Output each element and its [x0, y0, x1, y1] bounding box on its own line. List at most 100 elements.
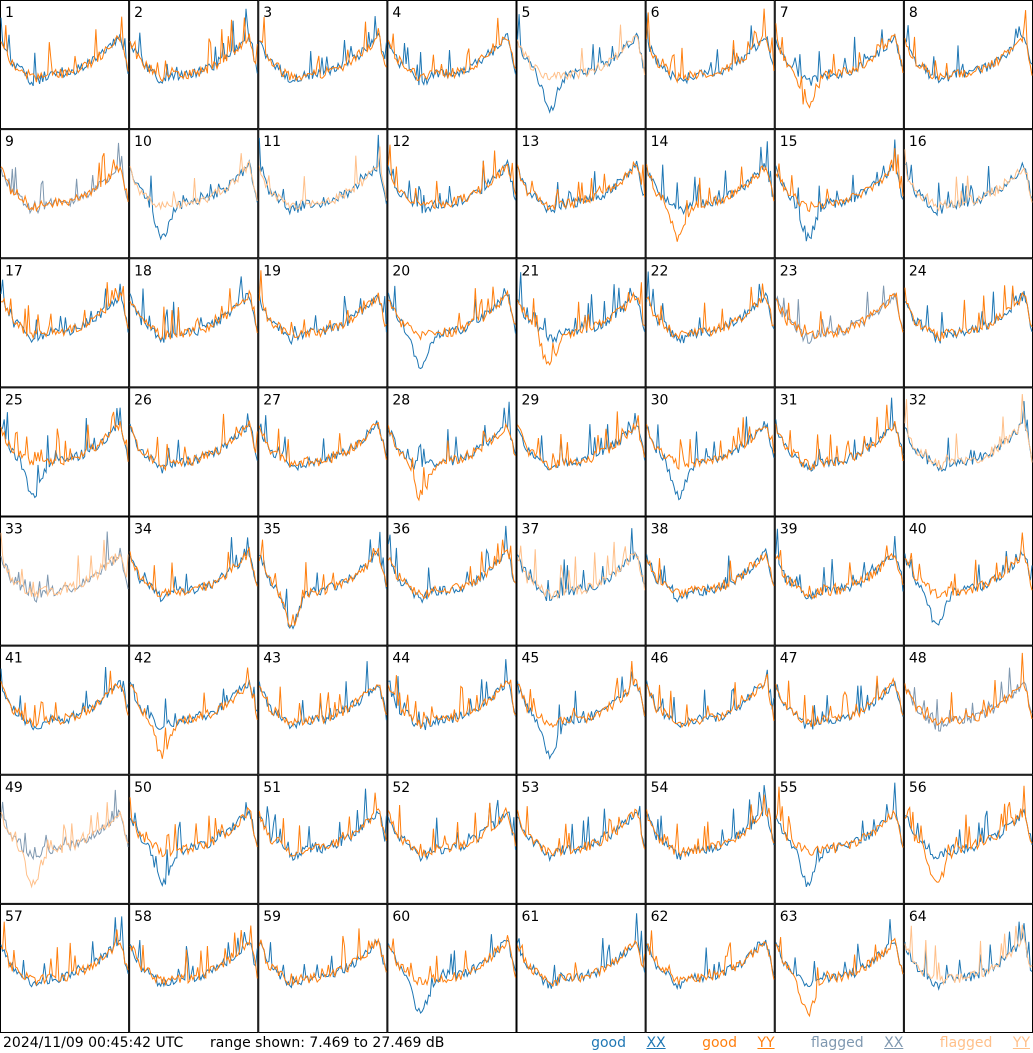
good-xx-line — [904, 290, 1033, 344]
panel-frame — [774, 903, 904, 1033]
range-text: range shown: 7.469 to 27.469 dB — [210, 1035, 445, 1051]
good-yy-line — [517, 411, 646, 471]
panel-label: 53 — [522, 780, 540, 796]
good-yy-line — [646, 417, 775, 471]
good-yy-line — [259, 16, 387, 82]
panel-37: 37 — [516, 516, 646, 646]
panel-label: 6 — [651, 5, 660, 21]
panel-44: 44 — [387, 645, 517, 775]
panel-label: 7 — [780, 5, 789, 21]
panel-8: 8 — [903, 0, 1033, 130]
panel-label: 62 — [651, 909, 669, 925]
panel-36: 36 — [387, 516, 517, 646]
panel-52: 52 — [387, 774, 517, 904]
panel-label: 14 — [651, 134, 669, 150]
good-yy-line — [517, 660, 646, 728]
flagged-yy-line — [904, 924, 1033, 986]
flagged-yy-line — [0, 532, 129, 599]
panel-label: 59 — [263, 909, 281, 925]
panel-59: 59 — [258, 903, 388, 1033]
panel-frame — [774, 645, 904, 775]
panel-frame — [516, 258, 646, 388]
good-yy-line — [387, 675, 516, 729]
panel-56: 56 — [903, 774, 1033, 904]
panel-frame — [645, 645, 775, 775]
panel-label: 17 — [5, 263, 23, 279]
good-yy-line — [387, 802, 516, 859]
flagged-xx-line — [904, 667, 1033, 732]
panel-32: 32 — [903, 387, 1033, 517]
panel-39: 39 — [774, 516, 904, 646]
panel-frame — [387, 387, 517, 517]
panel-55: 55 — [774, 774, 904, 904]
panel-label: 47 — [780, 651, 798, 667]
good-xx-line — [775, 782, 904, 887]
panel-label: 25 — [5, 392, 23, 408]
legend-flagged-yy-pol: YY — [1012, 1035, 1030, 1051]
panel-16: 16 — [903, 129, 1033, 259]
good-xx-line — [775, 29, 903, 86]
good-yy-line — [129, 667, 258, 759]
good-yy-line — [387, 539, 516, 599]
panel-frame — [774, 0, 904, 130]
panel-label: 32 — [909, 392, 927, 408]
good-yy-line — [646, 794, 775, 858]
good-yy-line — [387, 17, 516, 82]
panel-label: 18 — [134, 263, 152, 279]
good-yy-line — [0, 282, 129, 340]
good-yy-line — [129, 288, 258, 341]
panel-label: 36 — [392, 522, 410, 538]
good-xx-line — [387, 934, 516, 1015]
flagged-yy-line — [904, 149, 1033, 212]
good-yy-line — [258, 792, 387, 857]
panel-63: 63 — [774, 903, 904, 1033]
flagged-yy-line — [904, 393, 1033, 470]
panel-frame — [258, 258, 388, 388]
good-yy-line — [129, 797, 258, 858]
good-yy-line — [517, 806, 646, 857]
panel-label: 57 — [5, 909, 23, 925]
panel-label: 27 — [263, 392, 281, 408]
panel-28: 28 — [387, 387, 517, 517]
panel-label: 11 — [263, 134, 281, 150]
flagged-yy-line — [517, 24, 646, 81]
panel-label: 31 — [780, 392, 798, 408]
panel-23: 23 — [774, 258, 904, 388]
panel-label: 26 — [134, 392, 152, 408]
panel-frame — [387, 0, 517, 130]
panel-60: 60 — [387, 903, 517, 1033]
good-xx-line — [0, 666, 129, 731]
legend-flagged-yy: flagged YY — [924, 1035, 1030, 1051]
panel-62: 62 — [645, 903, 775, 1033]
panel-38: 38 — [645, 516, 775, 646]
panel-label: 46 — [651, 651, 669, 667]
panel-31: 31 — [774, 387, 904, 517]
panel-42: 42 — [129, 645, 259, 775]
good-yy-line — [129, 413, 258, 472]
panel-label: 51 — [263, 780, 281, 796]
footer: 2024/11/09 00:45:42 UTC range shown: 7.4… — [0, 1033, 1033, 1053]
panel-frame — [0, 645, 130, 775]
panel-9: 9 — [0, 129, 130, 259]
panel-label: 37 — [522, 522, 540, 538]
panel-frame — [516, 774, 646, 904]
panel-label: 12 — [392, 134, 410, 150]
panel-frame — [387, 258, 517, 388]
legend-flagged-yy-label: flagged — [939, 1035, 993, 1051]
legend-flagged-xx-pol: XX — [884, 1035, 904, 1051]
panel-49: 49 — [0, 774, 130, 904]
panel-frame — [903, 645, 1033, 775]
panel-43: 43 — [258, 645, 388, 775]
panel-label: 4 — [392, 5, 401, 21]
panel-label: 8 — [909, 5, 918, 21]
panel-label: 38 — [651, 522, 669, 538]
panel-6: 6 — [645, 0, 775, 130]
flagged-yy-line — [258, 146, 387, 210]
panel-frame — [0, 129, 130, 259]
good-yy-line — [904, 532, 1033, 599]
good-yy-line — [775, 404, 904, 471]
panel-frame — [129, 903, 259, 1033]
good-xx-line — [258, 134, 387, 216]
panel-25: 25 — [0, 387, 130, 517]
panel-frame — [516, 645, 646, 775]
